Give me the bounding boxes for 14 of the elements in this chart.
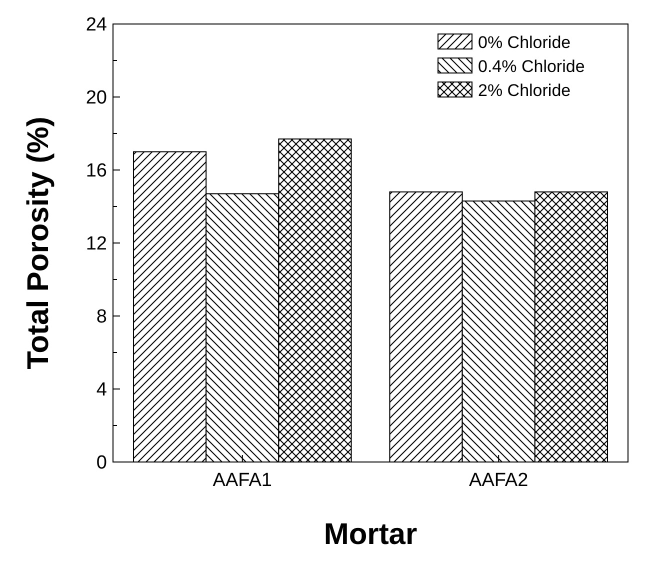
x-tick-label: AAFA2 <box>469 470 528 491</box>
x-tick-label: AAFA1 <box>212 470 272 491</box>
y-tick-label: 8 <box>96 306 107 328</box>
y-tick-label: 24 <box>86 14 108 36</box>
y-axis-title: Total Porosity (%) <box>22 116 55 370</box>
legend-label: 2% Chloride <box>478 80 571 100</box>
y-tick-label: 12 <box>86 234 107 255</box>
x-axis-title: Mortar <box>324 518 418 551</box>
y-tick-label: 16 <box>86 160 107 182</box>
legend-label: 0.4% Chloride <box>478 56 585 76</box>
legend-label: 0% Chloride <box>478 32 571 52</box>
y-tick-label: 20 <box>86 88 107 109</box>
y-tick-label: 0 <box>96 452 107 474</box>
y-tick-label: 4 <box>96 380 108 401</box>
